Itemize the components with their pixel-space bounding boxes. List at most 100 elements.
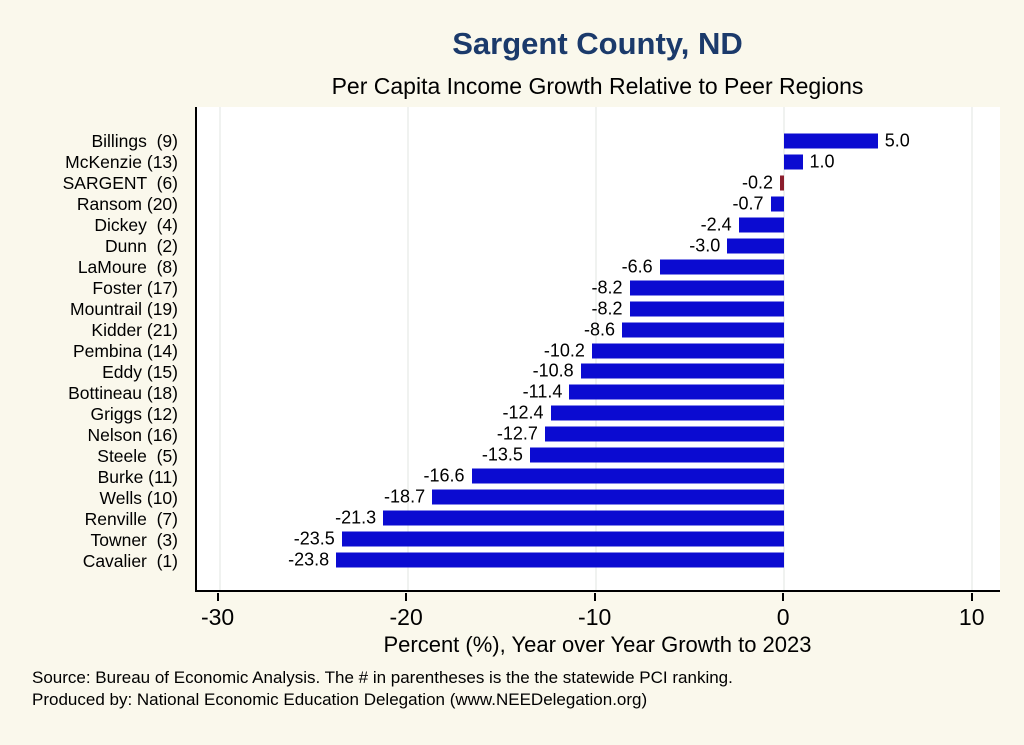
value-label: -8.2 — [591, 298, 623, 319]
bar-row: -18.7 — [197, 486, 1000, 507]
x-tick-label: 10 — [958, 604, 985, 630]
category-label: Steele (5) — [97, 446, 178, 466]
category-label: Billings (9) — [91, 131, 178, 151]
category-label: Cavalier (1) — [82, 551, 178, 571]
bar — [727, 238, 784, 254]
bar-row: -12.7 — [197, 424, 1000, 445]
value-label: -0.7 — [732, 193, 764, 214]
bar-row: -16.6 — [197, 465, 1000, 487]
bar-row: -0.2 — [197, 173, 1000, 194]
x-axis: -30 -20 -10 0 10 — [195, 593, 1000, 635]
bar-row: -13.5 — [197, 445, 1000, 466]
bar — [622, 322, 784, 338]
bar-row: -23.5 — [197, 528, 1000, 549]
bar-row: -10.2 — [197, 340, 1000, 361]
x-tick-mark — [405, 593, 408, 601]
category-label: Ransom (20) — [76, 194, 178, 214]
gridline — [407, 107, 409, 590]
bar — [738, 217, 784, 233]
y-axis-labels: Billings (9) McKenzie (13) SARGENT (6) Rans… — [0, 131, 187, 572]
category-label: Dickey (4) — [94, 215, 178, 235]
category-label: Kidder (21) — [91, 320, 178, 340]
category-label: McKenzie (13) — [65, 152, 178, 172]
bar-row: -0.7 — [197, 194, 1000, 215]
bar-row: -10.8 — [197, 361, 1000, 382]
category-label: Eddy (15) — [102, 362, 178, 382]
bar-row: -8.6 — [197, 319, 1000, 340]
value-label: -12.7 — [496, 423, 538, 444]
bar — [471, 468, 784, 484]
value-label: -8.6 — [583, 319, 616, 340]
value-label: -11.4 — [522, 381, 563, 402]
value-label: 5.0 — [884, 130, 910, 151]
bar — [544, 426, 784, 442]
source-note-1: Source: Bureau of Economic Analysis. The… — [32, 668, 733, 687]
bar-highlight — [779, 175, 784, 191]
value-label: -2.4 — [700, 214, 732, 235]
plot-area: 5.0 1.0 -0.2 -0.7 -2.4 -3.0 -6.6 -8.2 -8.2 -8.6 -1… — [195, 107, 1000, 592]
bar — [659, 259, 784, 275]
category-label: Bottineau (18) — [68, 383, 178, 403]
bar-row: -6.6 — [197, 256, 1000, 277]
source-note-2: Produced by: National Economic Education… — [32, 690, 648, 709]
category-label: Griggs (12) — [90, 404, 178, 424]
bar — [569, 384, 784, 400]
category-label: SARGENT (6) — [62, 173, 178, 193]
value-label: -0.2 — [741, 172, 773, 193]
bar — [629, 301, 784, 317]
category-label: Mountrail (19) — [70, 299, 178, 319]
x-tick-label: -10 — [578, 604, 612, 630]
bar-row: -12.4 — [197, 403, 1000, 424]
value-label: -21.3 — [335, 507, 377, 528]
bar-row: -3.0 — [197, 235, 1000, 257]
bar-row: -8.2 — [197, 298, 1000, 319]
category-label: LaMoure (8) — [77, 257, 178, 277]
bar-row: 5.0 — [197, 131, 1000, 152]
bar — [550, 405, 784, 421]
value-label: 1.0 — [809, 151, 835, 172]
bar — [770, 196, 784, 212]
gridline — [219, 107, 221, 590]
value-label: -23.5 — [293, 528, 335, 549]
bar-row: -2.4 — [197, 215, 1000, 236]
bar-row: -8.2 — [197, 277, 1000, 298]
x-tick-mark — [593, 593, 596, 601]
bar — [629, 280, 784, 296]
category-label: Renville (7) — [84, 509, 178, 529]
category-label: Towner (3) — [90, 530, 178, 550]
x-tick-label: -30 — [200, 604, 235, 630]
category-label: Pembina (14) — [72, 341, 178, 361]
chart-subtitle: Per Capita Income Growth Relative to Pee… — [331, 73, 864, 99]
bar — [529, 447, 784, 463]
category-label: Burke (11) — [97, 467, 178, 487]
value-label: -18.7 — [384, 486, 426, 507]
x-axis-title: Percent (%), Year over Year Growth to 20… — [383, 632, 812, 657]
category-label: Dunn (2) — [105, 236, 178, 256]
x-tick-mark — [782, 593, 785, 601]
category-label: Nelson (16) — [87, 425, 178, 445]
bar — [591, 343, 784, 359]
bar-rows: 5.0 1.0 -0.2 -0.7 -2.4 -3.0 -6.6 -8.2 -8.2 -8.6 -1… — [197, 131, 1000, 570]
bar-row: -23.8 — [197, 549, 1000, 570]
bar — [383, 510, 784, 526]
value-label: -3.0 — [689, 235, 721, 256]
bar — [336, 552, 784, 568]
bar-row: -21.3 — [197, 507, 1000, 528]
bar — [432, 489, 784, 505]
gridline — [783, 107, 785, 590]
chart-title: Sargent County, ND — [452, 26, 743, 61]
gridline — [971, 107, 973, 590]
x-tick-label: -20 — [389, 604, 423, 630]
bar — [783, 154, 803, 170]
x-tick-mark — [970, 593, 973, 601]
value-label: -10.2 — [543, 340, 585, 361]
bar — [341, 531, 784, 547]
bar-row: -11.4 — [197, 382, 1000, 403]
value-label: -16.6 — [423, 465, 465, 486]
x-tick-mark — [216, 593, 219, 601]
value-label: -10.8 — [532, 360, 574, 381]
value-label: -23.8 — [288, 549, 330, 570]
x-tick-label: 0 — [776, 604, 790, 630]
category-label: Wells (10) — [99, 488, 178, 508]
